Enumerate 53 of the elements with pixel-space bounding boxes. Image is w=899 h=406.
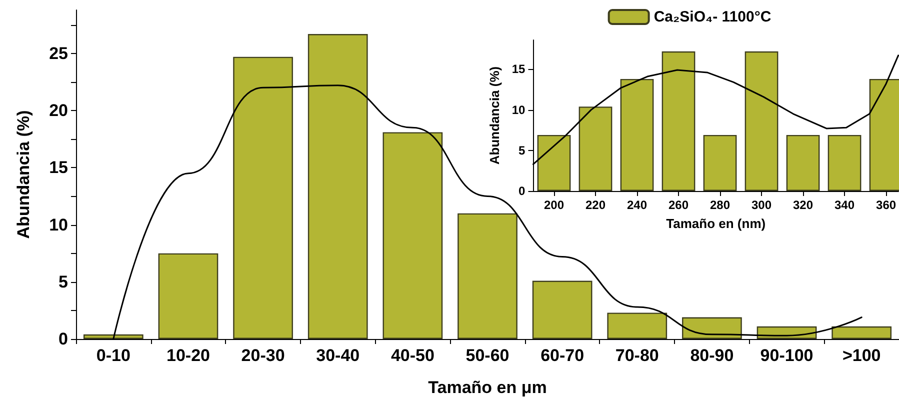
y-tick-label: 25: [49, 44, 68, 63]
bar: [832, 326, 892, 339]
y-tick-label: 5: [518, 143, 526, 158]
x-axis-title: Tamaño en (nm): [666, 216, 766, 231]
bar: [578, 106, 612, 191]
y-tick-label: 10: [49, 215, 68, 234]
x-tick-label: >100: [842, 346, 881, 365]
x-tick-label: 10-20: [166, 346, 210, 365]
x-tick-label: 0-10: [96, 346, 130, 365]
bar: [828, 134, 862, 191]
bar: [83, 334, 144, 339]
x-tick-label: 50-60: [466, 346, 510, 365]
y-tick-label: 15: [49, 158, 68, 178]
bar: [682, 317, 742, 339]
x-tick-label: 320: [793, 198, 814, 212]
y-axis-title: Abundancia (%): [14, 110, 33, 239]
bar: [662, 51, 696, 191]
x-tick-label: 30-40: [316, 346, 360, 365]
y-axis-title: Abundancia (%): [487, 66, 502, 165]
y-tick-label: 5: [58, 272, 68, 292]
x-tick-label: 60-70: [540, 346, 584, 365]
y-tick-label: 0: [518, 184, 526, 198]
x-tick-label: 80-90: [690, 346, 734, 365]
bar: [620, 78, 654, 191]
bar: [744, 51, 778, 191]
y-tick-label: 0: [58, 330, 68, 348]
bar: [458, 213, 518, 339]
x-tick-label: 300: [752, 198, 772, 212]
x-tick-label: 360: [876, 198, 896, 212]
x-tick-label: 240: [626, 198, 648, 212]
x-tick-label: 260: [668, 198, 689, 212]
x-tick-label: 70-80: [615, 346, 659, 365]
bar: [308, 34, 368, 339]
bar: [382, 132, 443, 339]
bar: [786, 134, 820, 191]
y-tick-label: 10: [512, 102, 526, 117]
x-tick-label: 220: [585, 198, 606, 212]
x-tick-label: 90-100: [760, 346, 814, 365]
legend-label: Ca₂SiO₄- 1100°C: [654, 8, 772, 26]
x-tick-label: 340: [834, 198, 855, 212]
y-tick-label: 15: [512, 62, 526, 76]
x-tick-label: 40-50: [390, 346, 434, 365]
bar: [532, 280, 592, 339]
bar: [537, 134, 571, 191]
y-tick-label: 20: [49, 101, 68, 120]
bar: [233, 56, 293, 339]
bar: [607, 312, 668, 339]
bar: [703, 134, 737, 191]
bar: [158, 253, 218, 339]
x-tick-label: 20-30: [241, 346, 285, 365]
x-tick-label: 280: [710, 198, 730, 212]
x-axis-title: Tamaño en μm: [428, 378, 547, 397]
x-tick-label: 200: [544, 198, 564, 212]
